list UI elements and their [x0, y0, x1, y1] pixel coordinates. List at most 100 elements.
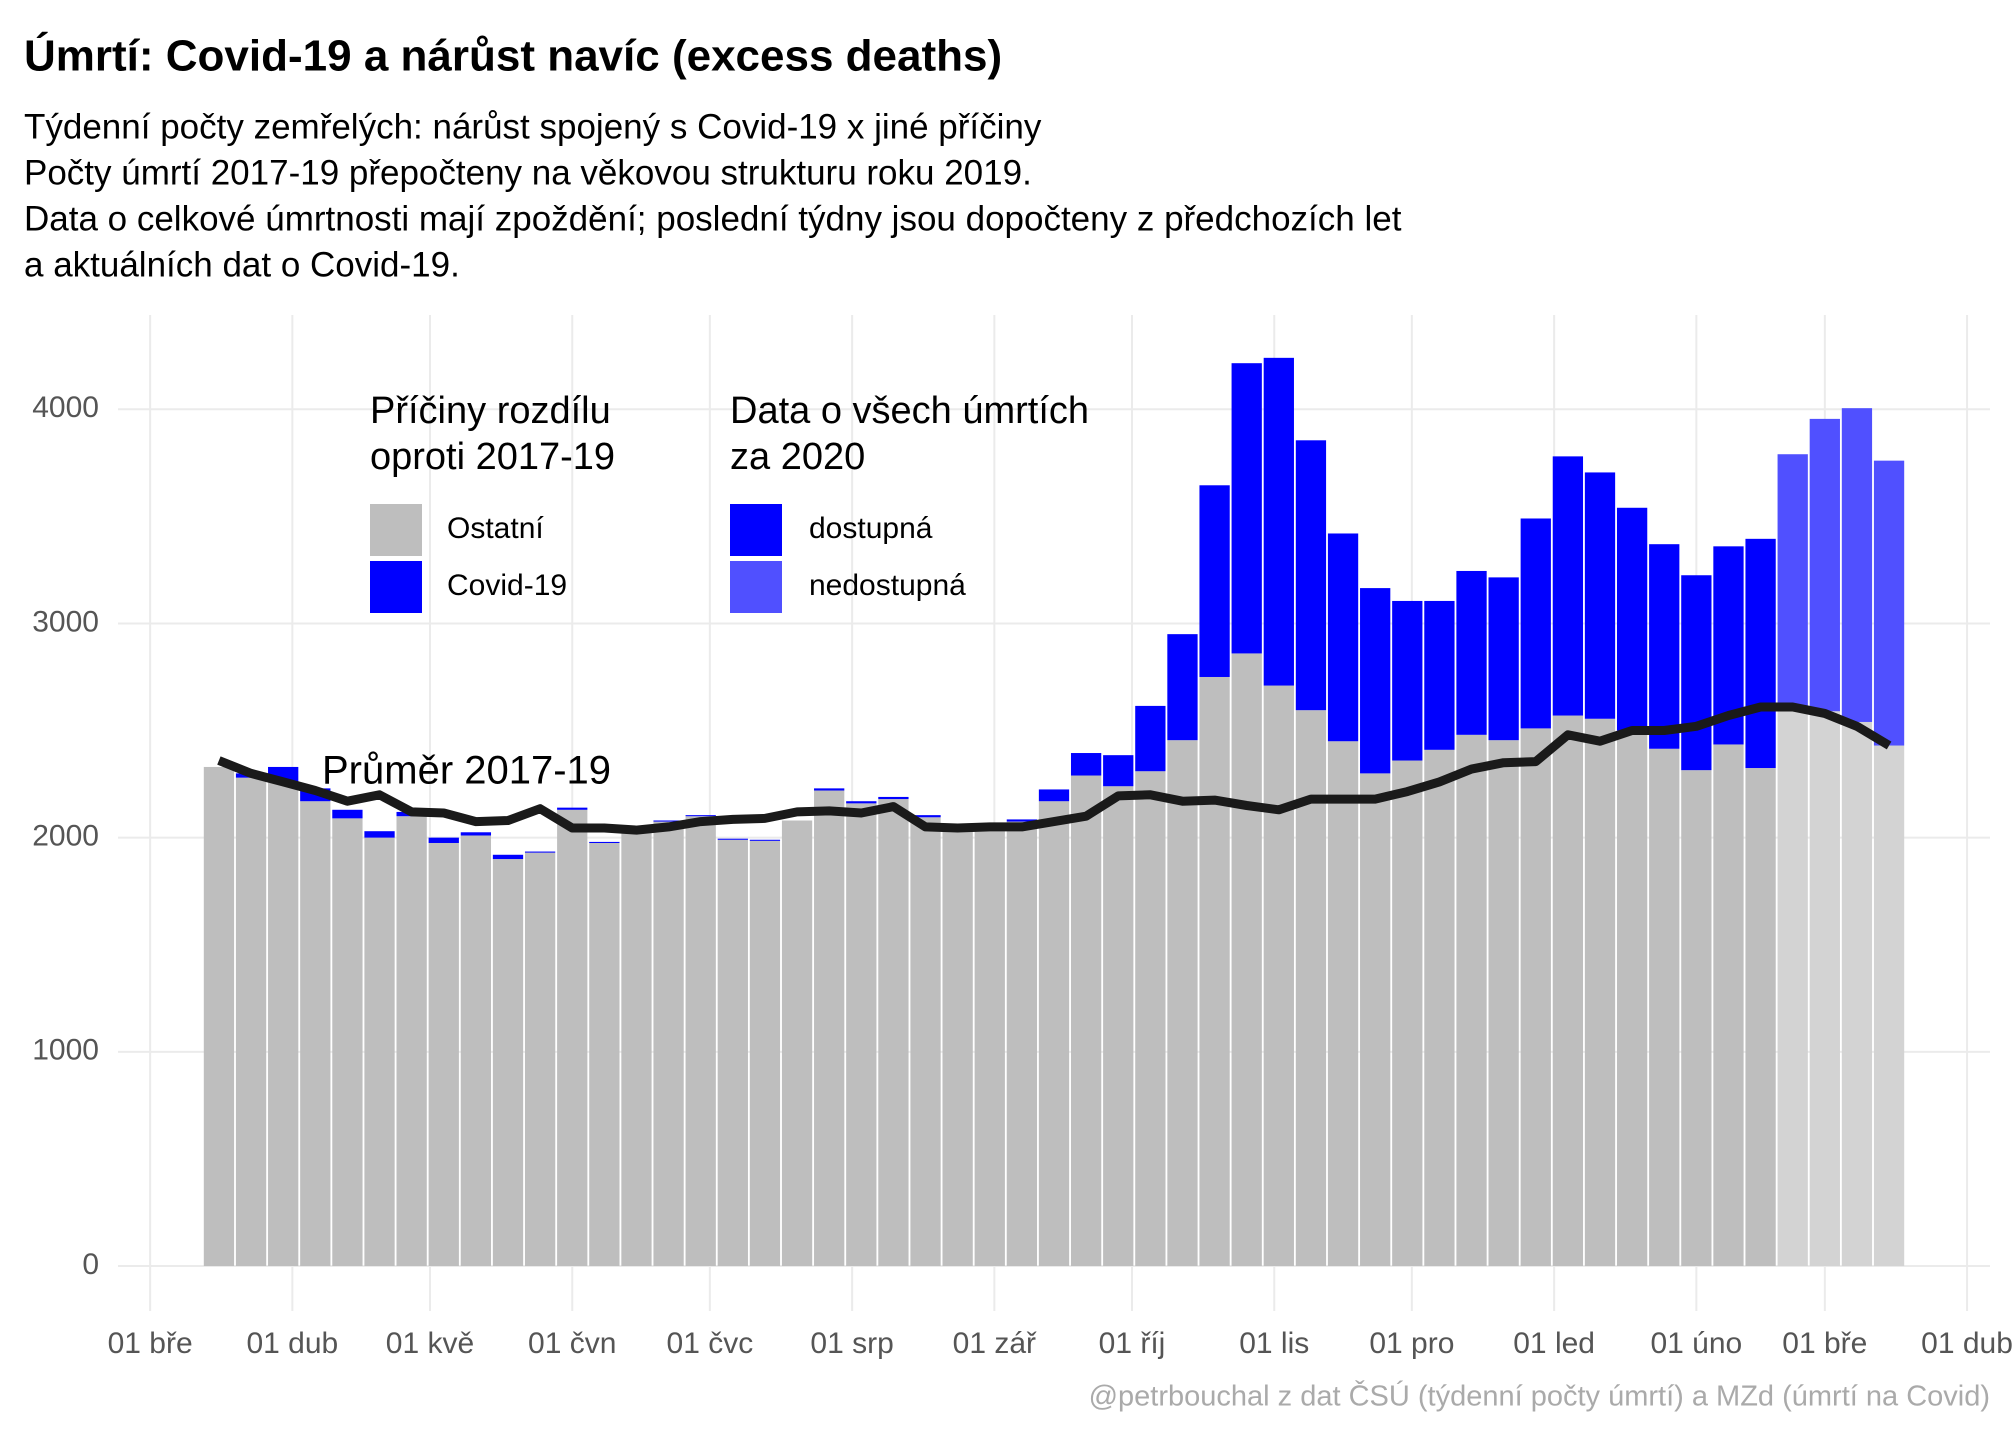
bar-segment	[653, 821, 684, 1267]
bar-segment	[1263, 685, 1294, 1267]
bar-segment	[1777, 709, 1808, 1267]
bar-segment	[1873, 460, 1905, 746]
bar-segment	[1424, 600, 1455, 750]
y-tick-label: 4000	[32, 391, 99, 424]
bar-segment	[685, 816, 716, 1267]
bar-segment	[1231, 653, 1262, 1267]
bar-segment	[1649, 544, 1680, 749]
x-tick-label: 01 dub	[1921, 1327, 2013, 1360]
bar-segment	[1070, 775, 1102, 1267]
y-tick-label: 3000	[32, 605, 99, 638]
subtitle: Týdenní počty zemřelých: nárůst spojený …	[24, 107, 1042, 146]
legend-title: za 2020	[730, 436, 865, 478]
bar-segment	[557, 809, 588, 1267]
bar-segment	[1488, 577, 1519, 741]
bar-segment	[878, 796, 909, 800]
bar-segment	[428, 842, 459, 1267]
bar-segment	[1552, 456, 1584, 716]
legend-label: Covid-19	[447, 569, 567, 602]
legend-label: nedostupná	[809, 569, 966, 602]
legend-title: Příčiny rozdílu	[370, 390, 611, 432]
bar-segment	[492, 859, 524, 1267]
bar-segment	[1584, 718, 1616, 1267]
bar-segment	[1327, 741, 1359, 1267]
bar-segment	[1616, 730, 1648, 1267]
bar-segment	[717, 839, 748, 1267]
bar-segment	[428, 837, 459, 843]
bar-segment	[685, 815, 716, 817]
x-tick-label: 01 čvn	[528, 1327, 616, 1360]
x-tick-label: 01 dub	[246, 1327, 338, 1360]
bar-segment	[1713, 744, 1744, 1267]
bar-segment	[1745, 768, 1776, 1267]
bar-segment	[1263, 357, 1294, 686]
average-line	[217, 702, 1892, 835]
bar-segment	[846, 801, 877, 804]
bar-segment	[589, 841, 620, 843]
bar-segment	[1841, 721, 1873, 1267]
legend-key	[370, 561, 422, 613]
bar-segment	[1167, 740, 1198, 1267]
bar-segment	[364, 837, 395, 1267]
x-tick-label: 01 úno	[1650, 1327, 1742, 1360]
bar-segment	[460, 835, 492, 1267]
bar-segment	[235, 777, 267, 1267]
bar-segment	[1552, 715, 1584, 1267]
bar-segment	[460, 832, 492, 836]
bar-segment	[1038, 801, 1070, 1267]
bar-segment	[1103, 786, 1134, 1267]
y-tick-label: 2000	[32, 820, 99, 853]
x-tick-label: 01 pro	[1369, 1327, 1454, 1360]
bar-segment	[1841, 408, 1873, 722]
bar-segment	[332, 818, 363, 1267]
bar-segment	[524, 852, 556, 1267]
bar-segment	[1135, 771, 1166, 1267]
x-tick-label: 01 led	[1513, 1327, 1595, 1360]
bar-segment	[1006, 821, 1038, 1267]
bar-segment	[1649, 748, 1680, 1267]
x-tick-label: 01 bře	[108, 1327, 193, 1360]
legend-label: Ostatní	[447, 512, 544, 545]
bar-segment	[1488, 740, 1519, 1267]
subtitle: a aktuálních dat o Covid-19.	[24, 245, 460, 284]
bar-segment	[1873, 745, 1905, 1267]
caption: @petrbouchal z dat ČSÚ (týdenní počty úm…	[1089, 1379, 1990, 1413]
bar-segment	[557, 807, 588, 810]
bar-segment	[1199, 485, 1230, 677]
y-tick-label: 0	[82, 1248, 99, 1281]
bar-segment	[653, 820, 684, 822]
legend-title: Data o všech úmrtích	[730, 390, 1089, 432]
bar-segment	[974, 826, 1005, 1267]
bar-segment	[910, 815, 941, 818]
bar-segment	[781, 820, 813, 1267]
x-tick-label: 01 říj	[1099, 1327, 1166, 1360]
legend-key	[730, 561, 782, 613]
bar-segment	[1681, 575, 1712, 771]
legend-label: dostupná	[809, 512, 933, 545]
bar-segment	[717, 838, 748, 840]
x-tick-label: 01 čvc	[667, 1327, 754, 1360]
bar-segment	[814, 790, 845, 1267]
bar-segment	[814, 788, 845, 791]
bar-segment	[1360, 588, 1391, 774]
bar-segment	[1135, 705, 1166, 772]
x-tick-label: 01 lis	[1239, 1327, 1309, 1360]
bar-segment	[1520, 518, 1551, 729]
bar-segment	[1231, 363, 1262, 654]
bar-segment	[749, 840, 781, 1267]
bar-segment	[1392, 600, 1423, 761]
bar-segment	[1295, 710, 1327, 1267]
bar-segment	[1006, 819, 1038, 822]
bar-segment	[621, 829, 652, 1267]
bar-segment	[1681, 770, 1712, 1267]
bar-segment	[846, 803, 877, 1267]
bar-segment	[268, 781, 299, 1267]
bar-segment	[1456, 570, 1487, 735]
bar-segment	[1295, 440, 1327, 711]
legend-key	[370, 504, 422, 556]
bar-segment	[910, 817, 941, 1267]
y-tick-label: 1000	[32, 1034, 99, 1067]
bar-segment	[1456, 734, 1487, 1267]
legend-key	[730, 504, 782, 556]
bar-segment	[332, 809, 363, 819]
